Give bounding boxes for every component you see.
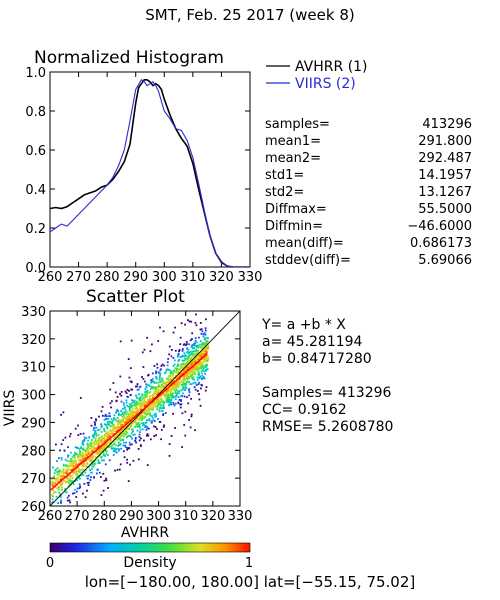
stat-value: 14.1957 bbox=[418, 168, 472, 183]
stat-value: 413296 bbox=[422, 117, 472, 132]
density-colorbar: 0 Density 1 bbox=[46, 542, 253, 571]
scatter-annotation: RMSE= 5.2608780 bbox=[262, 419, 393, 435]
histogram-y-tick-label: 0.4 bbox=[25, 183, 46, 198]
footer-coverage: lon=[−180.00, 180.00] lat=[−55.15, 75.02… bbox=[84, 573, 416, 591]
stat-label: mean1= bbox=[265, 134, 321, 149]
stat-value: 292.487 bbox=[418, 151, 472, 166]
regression-line bbox=[49, 353, 208, 492]
stat-label: Diffmin= bbox=[265, 219, 323, 234]
scatter-x-tick-label: 280 bbox=[92, 509, 117, 524]
stat-label: samples= bbox=[265, 117, 330, 132]
histogram-x-tick-label: 280 bbox=[95, 270, 120, 285]
stat-value: −46.6000 bbox=[407, 219, 472, 234]
scatter-density-points bbox=[50, 311, 210, 506]
histogram-x-tick-label: 290 bbox=[123, 270, 148, 285]
scatter-title: Scatter Plot bbox=[86, 287, 185, 307]
legend-label-viirs: VIIRS (2) bbox=[295, 76, 356, 92]
histogram-series-viirs-line bbox=[50, 79, 250, 267]
histogram-x-tick-label: 260 bbox=[38, 270, 63, 285]
histogram-y-tick-label: 0.0 bbox=[25, 261, 46, 276]
scatter-x-tick-label: 310 bbox=[173, 509, 198, 524]
scatter-x-tick-label: 270 bbox=[65, 509, 90, 524]
stat-label: std2= bbox=[265, 185, 304, 200]
stat-value: 55.5000 bbox=[418, 202, 472, 217]
histogram-title: Normalized Histogram bbox=[34, 48, 224, 68]
scatter-x-tick-label: 300 bbox=[146, 509, 171, 524]
stat-value: 0.686173 bbox=[410, 236, 472, 251]
histogram-x-tick-label: 300 bbox=[152, 270, 177, 285]
histogram-y-tick-label: 1.0 bbox=[25, 66, 46, 81]
scatter-x-axis-label: AVHRR bbox=[121, 525, 170, 541]
scatter-y-tick-label: 330 bbox=[21, 305, 46, 320]
scatter-annotation: a= 45.281194 bbox=[262, 334, 363, 350]
histogram-y-tick-label: 0.6 bbox=[25, 144, 46, 159]
histogram-x-tick-label: 310 bbox=[180, 270, 205, 285]
colorbar-max-label: 1 bbox=[245, 556, 253, 571]
histogram-x-tick-label: 270 bbox=[66, 270, 91, 285]
stat-label: Diffmax= bbox=[265, 202, 327, 217]
legend-label-avhrr: AVHRR (1) bbox=[295, 59, 368, 75]
scatter-annotation: CC= 0.9162 bbox=[262, 402, 347, 418]
page-title: SMT, Feb. 25 2017 (week 8) bbox=[145, 6, 355, 24]
scatter-x-tick-label: 330 bbox=[228, 509, 253, 524]
scatter-y-tick-label: 260 bbox=[21, 500, 46, 515]
scatter-y-tick-label: 300 bbox=[21, 389, 46, 404]
scatter-y-tick-label: 310 bbox=[21, 361, 46, 376]
stat-value: 13.1267 bbox=[418, 185, 472, 200]
scatter-x-tick-label: 320 bbox=[200, 509, 225, 524]
scatter-y-axis-label: VIIRS bbox=[2, 390, 18, 427]
stat-value: 291.800 bbox=[418, 134, 472, 149]
stat-label: std1= bbox=[265, 168, 304, 183]
scatter-y-tick-label: 270 bbox=[21, 472, 46, 487]
histogram-y-tick-label: 0.8 bbox=[25, 105, 46, 120]
scatter-annotation: Samples= 413296 bbox=[262, 385, 392, 401]
stat-label: mean2= bbox=[265, 151, 321, 166]
stat-label: stddev(diff)= bbox=[265, 253, 351, 268]
stat-value: 5.69066 bbox=[418, 253, 472, 268]
scatter-y-tick-label: 320 bbox=[21, 333, 46, 348]
colorbar-gradient bbox=[49, 542, 251, 553]
stat-label: mean(diff)= bbox=[265, 236, 344, 251]
histogram-x-tick-label: 330 bbox=[238, 270, 263, 285]
colorbar-min-label: 0 bbox=[46, 556, 54, 571]
histogram-y-tick-label: 0.2 bbox=[25, 222, 46, 237]
histogram-frame bbox=[49, 71, 251, 268]
histogram-series-avhrr-line bbox=[50, 79, 250, 267]
scatter-annotation: b= 0.84717280 bbox=[262, 351, 372, 367]
scatter-x-tick-label: 290 bbox=[119, 509, 144, 524]
histogram-x-tick-label: 320 bbox=[209, 270, 234, 285]
scatter-y-tick-label: 290 bbox=[21, 416, 46, 431]
scatter-annotation: Y= a +b * X bbox=[261, 317, 346, 333]
scatter-x-tick-label: 260 bbox=[38, 509, 63, 524]
scatter-plot: 260 270 280 290 300 310 320 3302602702802903003… bbox=[2, 305, 393, 541]
scatter-frame bbox=[49, 310, 241, 507]
histogram-plot: 260 270 280 290 300 310 320 3300.00.20.40.60.81… bbox=[25, 59, 472, 285]
scatter-y-tick-label: 280 bbox=[21, 444, 46, 459]
colorbar-title: Density bbox=[123, 555, 176, 571]
